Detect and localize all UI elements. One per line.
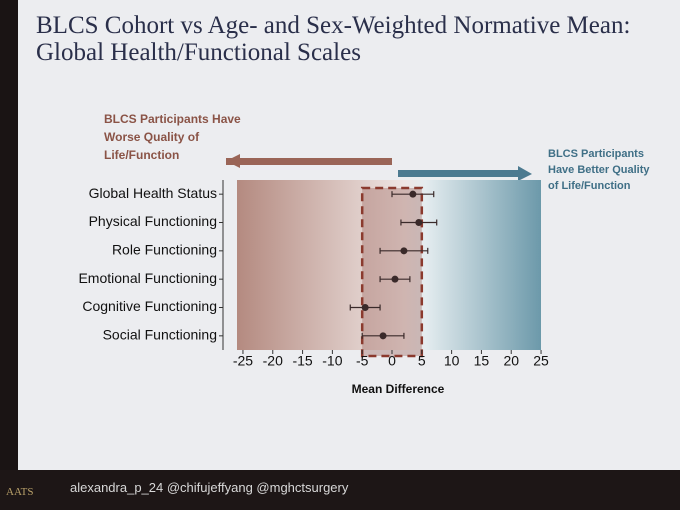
logo-text: AATS xyxy=(6,486,34,498)
arrow-left-shaft xyxy=(226,158,392,165)
x-tick-label: 20 xyxy=(503,353,519,369)
x-tick-label: -25 xyxy=(233,353,253,369)
footer-bar xyxy=(0,470,680,510)
x-tick-label: -20 xyxy=(263,353,283,369)
category-label: Role Functioning xyxy=(112,242,217,258)
x-tick-label: -10 xyxy=(322,353,342,369)
x-axis-label: Mean Difference xyxy=(352,382,445,396)
x-tick-label: 25 xyxy=(533,353,549,369)
point xyxy=(391,275,399,283)
point xyxy=(361,304,369,311)
point xyxy=(409,190,417,198)
annotation-left: BLCS Participants Have Worse Quality of … xyxy=(104,112,241,162)
x-tick-label: -15 xyxy=(292,353,312,369)
point xyxy=(379,332,387,340)
arrow-right-head xyxy=(518,166,532,181)
footer-text: alexandra_p_24 @chifujeffyang @mghctsurg… xyxy=(70,480,349,495)
category-label: Cognitive Functioning xyxy=(82,298,217,314)
x-tick-label: 0 xyxy=(388,353,396,369)
category-label: Global Health Status xyxy=(89,185,217,201)
x-tick-label: 5 xyxy=(418,353,426,369)
category-label: Emotional Functioning xyxy=(78,270,217,286)
reference-band xyxy=(360,186,424,358)
gradient-background xyxy=(237,180,541,350)
x-tick-label: 15 xyxy=(474,353,490,369)
point xyxy=(400,247,408,255)
x-tick-label: -5 xyxy=(356,353,369,369)
annotation-right: BLCS Participants Have Better Quality of… xyxy=(548,148,650,192)
category-label: Physical Functioning xyxy=(89,213,217,229)
category-label: Social Functioning xyxy=(103,327,217,343)
point xyxy=(415,219,423,226)
x-tick-label: 10 xyxy=(444,353,460,369)
arrow-right-shaft xyxy=(398,170,518,177)
slide-title: BLCS Cohort vs Age- and Sex-Weighted Nor… xyxy=(36,12,631,66)
